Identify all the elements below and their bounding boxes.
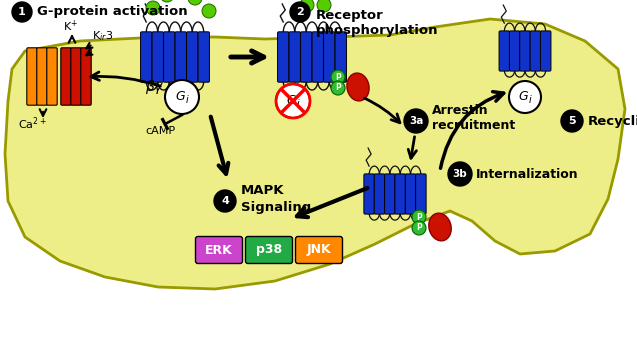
FancyBboxPatch shape (520, 31, 530, 71)
Text: i: i (185, 95, 189, 105)
Circle shape (561, 110, 583, 132)
Text: JNK: JNK (306, 244, 331, 257)
Circle shape (146, 1, 160, 15)
FancyBboxPatch shape (296, 237, 343, 263)
Text: Ca$^{2+}$: Ca$^{2+}$ (18, 116, 47, 132)
Text: 2: 2 (296, 7, 304, 17)
FancyBboxPatch shape (196, 237, 243, 263)
Circle shape (214, 190, 236, 212)
FancyBboxPatch shape (278, 32, 289, 82)
FancyBboxPatch shape (27, 48, 37, 105)
Text: G-protein activation: G-protein activation (37, 6, 188, 18)
Circle shape (448, 162, 472, 186)
Circle shape (160, 0, 174, 2)
FancyBboxPatch shape (301, 32, 312, 82)
Circle shape (317, 0, 331, 12)
Circle shape (412, 221, 426, 235)
Text: 3a: 3a (409, 116, 423, 126)
FancyBboxPatch shape (364, 174, 375, 214)
FancyBboxPatch shape (324, 32, 335, 82)
Text: βγ: βγ (145, 80, 162, 94)
FancyBboxPatch shape (530, 31, 541, 71)
FancyBboxPatch shape (47, 48, 57, 105)
Text: 1: 1 (18, 7, 26, 17)
Text: ERK: ERK (205, 244, 233, 257)
FancyBboxPatch shape (175, 32, 187, 82)
FancyBboxPatch shape (374, 174, 385, 214)
Ellipse shape (429, 213, 451, 241)
Text: G: G (286, 94, 296, 106)
Text: i: i (529, 95, 531, 105)
Circle shape (188, 0, 202, 5)
FancyBboxPatch shape (395, 174, 405, 214)
Text: 5: 5 (568, 116, 576, 126)
FancyBboxPatch shape (164, 32, 175, 82)
FancyBboxPatch shape (37, 48, 47, 105)
Circle shape (290, 2, 310, 22)
Text: K$_{ir}$3: K$_{ir}$3 (92, 29, 113, 43)
Text: Recycling: Recycling (588, 114, 637, 127)
FancyBboxPatch shape (61, 48, 71, 105)
FancyBboxPatch shape (187, 32, 198, 82)
Text: P: P (335, 73, 341, 82)
Circle shape (331, 70, 345, 84)
Text: Receptor
phosphorylation: Receptor phosphorylation (316, 9, 438, 37)
Text: Internalization: Internalization (476, 168, 578, 180)
Circle shape (12, 2, 32, 22)
Ellipse shape (347, 73, 369, 101)
FancyBboxPatch shape (510, 31, 520, 71)
Circle shape (331, 81, 345, 95)
FancyBboxPatch shape (415, 174, 426, 214)
Circle shape (509, 81, 541, 113)
Text: P: P (335, 83, 341, 92)
Text: MAPK
Signaling: MAPK Signaling (241, 185, 311, 214)
Text: K$^{+}$: K$^{+}$ (63, 18, 78, 34)
FancyBboxPatch shape (385, 174, 395, 214)
Text: P: P (416, 213, 422, 222)
FancyBboxPatch shape (81, 48, 91, 105)
Circle shape (412, 210, 426, 224)
Circle shape (202, 4, 216, 18)
FancyBboxPatch shape (289, 32, 301, 82)
Text: cAMP: cAMP (145, 126, 175, 136)
FancyBboxPatch shape (499, 31, 510, 71)
Circle shape (300, 0, 314, 12)
FancyBboxPatch shape (312, 32, 324, 82)
FancyBboxPatch shape (405, 174, 416, 214)
Circle shape (404, 109, 428, 133)
FancyBboxPatch shape (152, 32, 164, 82)
FancyBboxPatch shape (198, 32, 210, 82)
PathPatch shape (5, 19, 625, 289)
Text: p38: p38 (256, 244, 282, 257)
FancyBboxPatch shape (245, 237, 292, 263)
FancyBboxPatch shape (141, 32, 152, 82)
Text: G: G (175, 89, 185, 103)
Text: Arrestin
recruitment: Arrestin recruitment (432, 104, 515, 132)
Text: P: P (416, 223, 422, 232)
Text: G: G (518, 89, 528, 103)
Text: 3b: 3b (453, 169, 468, 179)
Text: 4: 4 (221, 196, 229, 206)
Circle shape (276, 84, 310, 118)
Text: i: i (297, 99, 299, 109)
FancyBboxPatch shape (540, 31, 551, 71)
FancyBboxPatch shape (335, 32, 347, 82)
Circle shape (165, 80, 199, 114)
FancyBboxPatch shape (71, 48, 81, 105)
